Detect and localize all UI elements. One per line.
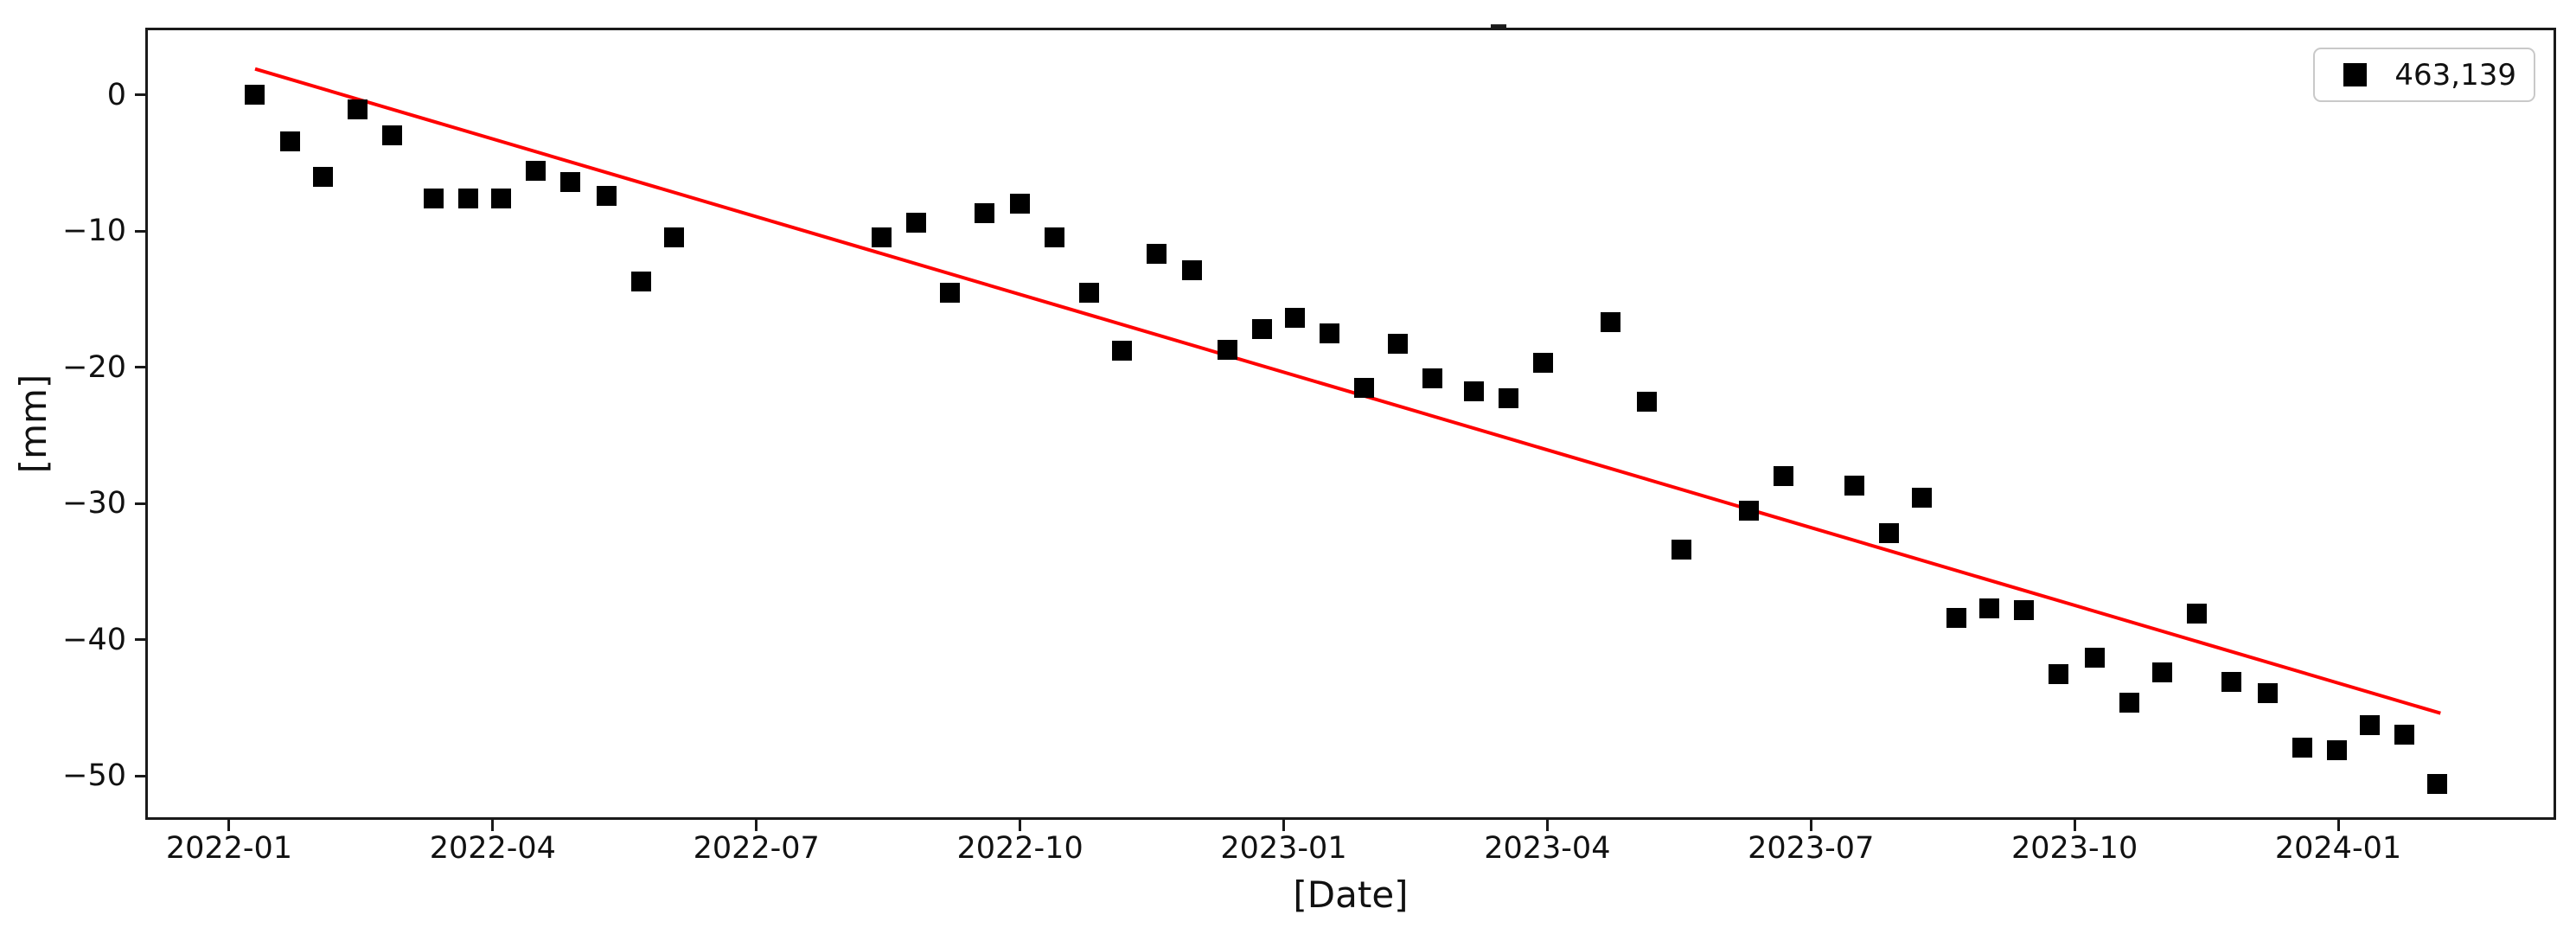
scatter-point [2014, 599, 2035, 620]
scatter-point [1739, 500, 1760, 521]
y-axis-tick [135, 93, 146, 97]
scatter-point [1112, 341, 1133, 361]
scatter-point [2327, 739, 2348, 760]
legend: 463,139 [2313, 48, 2535, 102]
y-axis-tick [135, 774, 146, 777]
y-axis-tick [135, 229, 146, 233]
scatter-point [245, 85, 265, 106]
scatter-point [1285, 308, 1306, 329]
scatter-point [279, 131, 300, 151]
scatter-point [1045, 227, 1065, 248]
x-axis-tick [2073, 820, 2076, 831]
x-tick-label: 2022-01 [165, 831, 293, 866]
scatter-point [526, 161, 547, 182]
x-axis-tick [1282, 820, 1285, 831]
x-tick-label: 2022-10 [956, 831, 1083, 866]
x-tick-label: 2022-07 [693, 831, 820, 866]
scatter-point [2152, 662, 2173, 682]
x-tick-label: 2023-04 [1484, 831, 1611, 866]
scatter-point [1946, 607, 1967, 628]
scatter-point [1422, 368, 1442, 388]
y-axis-tick [135, 638, 146, 642]
x-axis-tick [491, 820, 495, 831]
y-tick-label: −30 [62, 486, 126, 521]
scatter-point [2119, 692, 2140, 713]
scatter-point [2360, 715, 2381, 736]
scatter-point [1878, 523, 1899, 544]
scatter-point [1671, 540, 1691, 560]
x-axis-tick [2336, 820, 2340, 831]
scatter-point [974, 203, 994, 224]
scatter-point [1463, 381, 1484, 402]
x-tick-label: 2024-01 [2274, 831, 2402, 866]
scatter-point [1320, 323, 1340, 343]
scatter-point [1010, 194, 1031, 214]
scatter-point [2427, 774, 2448, 795]
scatter-point [2292, 737, 2312, 758]
scatter-point [2049, 663, 2069, 684]
x-axis-tick [755, 820, 758, 831]
scatter-point [1979, 598, 2000, 618]
scatter-point [1601, 312, 1621, 333]
scatter-point [664, 227, 685, 248]
scatter-point [906, 213, 927, 234]
scatter-point [872, 227, 892, 248]
x-tick-label: 2023-10 [2010, 831, 2138, 866]
scatter-point [2084, 647, 2105, 668]
y-tick-label: −20 [62, 349, 126, 385]
y-tick-label: 0 [106, 77, 126, 112]
scatter-point [1252, 319, 1273, 340]
plot-area [145, 28, 2556, 820]
x-axis-tick [1545, 820, 1549, 831]
x-tick-label: 2022-04 [429, 831, 556, 866]
scatter-point [1912, 488, 1933, 509]
scatter-point [1218, 339, 1238, 360]
x-axis-tick [1019, 820, 1022, 831]
scatter-point [1079, 282, 1100, 303]
scatter-point [312, 166, 333, 187]
scatter-point [2221, 671, 2242, 692]
scatter-point [1354, 377, 1375, 398]
x-axis-tick [227, 820, 231, 831]
scatter-point [631, 271, 652, 291]
x-tick-label: 2023-01 [1220, 831, 1347, 866]
scatter-point [1774, 466, 1794, 487]
scatter-point [1181, 260, 1202, 281]
y-tick-label: −50 [62, 758, 126, 794]
scatter-point [1844, 476, 1864, 496]
x-tick-label: 2023-07 [1748, 831, 1875, 866]
x-axis-tick [1809, 820, 1812, 831]
y-tick-label: −40 [62, 622, 126, 657]
legend-label: 463,139 [2394, 57, 2516, 93]
scatter-point [491, 188, 512, 208]
x-axis-label: [Date] [1293, 873, 1409, 916]
scatter-point [939, 282, 960, 303]
scatter-point [1636, 391, 1657, 412]
scatter-point [347, 99, 368, 120]
y-axis-tick [135, 502, 146, 505]
scatter-point [381, 125, 402, 146]
scatter-point [2187, 604, 2208, 624]
scatter-point [1387, 334, 1408, 355]
scatter-point [1147, 244, 1167, 265]
legend-marker-square-icon [2343, 63, 2367, 86]
scatter-point [2257, 682, 2278, 703]
scatter-point [597, 185, 617, 206]
scatter-point [1533, 353, 1554, 374]
scatter-point [2394, 725, 2415, 745]
y-tick-label: −10 [62, 214, 126, 249]
y-axis-tick [135, 366, 146, 369]
scatter-point [1498, 388, 1518, 409]
scatter-point [424, 188, 444, 208]
scatter-point [560, 171, 581, 192]
scatter-point [458, 188, 479, 208]
